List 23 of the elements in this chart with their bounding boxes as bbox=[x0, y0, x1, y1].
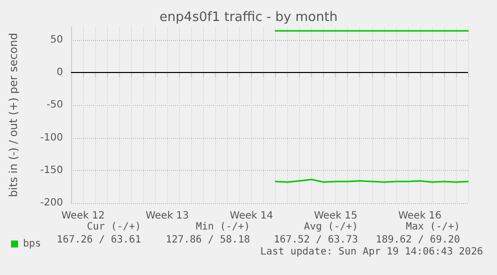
x-tick-label: Week 12 bbox=[61, 210, 105, 222]
y-tick-label: -50 bbox=[46, 100, 63, 111]
text: 189.62 / 69.20 bbox=[376, 234, 460, 246]
text: Max (-/+) bbox=[406, 222, 460, 232]
text: Min (-/+) bbox=[196, 222, 250, 232]
x-tick-label: Week 13 bbox=[146, 210, 189, 222]
chart-title: enp4s0f1 traffic - by month bbox=[159, 10, 338, 25]
text: 167.26 / 63.61 bbox=[56, 234, 141, 246]
text: Avg (-/+) bbox=[304, 222, 358, 232]
text: Cur (-/+) bbox=[86, 222, 141, 232]
text: 167.52 / 63.73 bbox=[274, 234, 358, 246]
y-tick-label: 0 bbox=[56, 67, 63, 78]
x-tick-label: Week 14 bbox=[230, 210, 274, 222]
text: 127.86 / 58.18 bbox=[166, 234, 250, 246]
y-tick-label: 50 bbox=[50, 34, 63, 46]
y-tick-label: -200 bbox=[40, 198, 63, 208]
legend-label: bps bbox=[23, 238, 42, 250]
x-tick-label: Week 15 bbox=[314, 210, 358, 222]
x-tick-label: Week 16 bbox=[398, 210, 442, 222]
y-axis-title: bits in (-) / out (+) per second bbox=[7, 32, 20, 198]
y-tick-label: -100 bbox=[40, 132, 63, 144]
text: Last update: Sun Apr 19 14:06:43 2026 bbox=[260, 246, 483, 258]
y-tick-label: -150 bbox=[40, 164, 63, 176]
